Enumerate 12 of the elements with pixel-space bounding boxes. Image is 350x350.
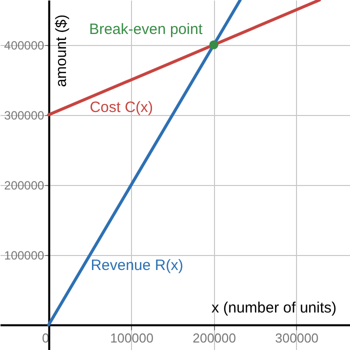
- x-tick-label: 200000: [192, 330, 236, 346]
- x-axis-title: x (number of units): [211, 299, 337, 316]
- x-tick-label: 100000: [110, 330, 154, 346]
- y-tick-label: 200000: [4, 178, 45, 192]
- x-tick-label: 300000: [275, 330, 319, 346]
- series-label: Revenue R(x): [90, 256, 184, 274]
- y-tick-label: 300000: [4, 108, 45, 122]
- y-axis-title: amount ($): [53, 14, 70, 88]
- y-tick-label: 100000: [4, 248, 45, 262]
- series-label: Break-even point: [89, 20, 204, 38]
- y-tick-label: 400000: [4, 38, 45, 52]
- series-label: Cost C(x): [90, 98, 154, 116]
